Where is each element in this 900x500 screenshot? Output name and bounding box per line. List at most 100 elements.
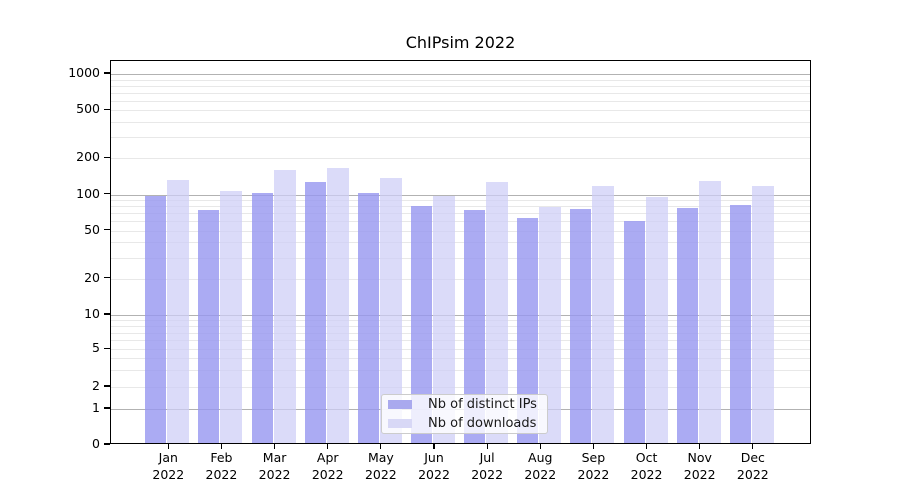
bar-distinct-ips xyxy=(676,208,698,443)
y-tick-mark xyxy=(104,156,110,158)
gridline-major xyxy=(111,74,810,76)
y-tick-label: 10 xyxy=(84,306,100,321)
x-tick-label: Jul 2022 xyxy=(452,449,522,483)
gridline-minor xyxy=(111,320,810,322)
bar-downloads xyxy=(645,196,668,443)
legend-item-downloads: Nb of downloads xyxy=(382,414,547,433)
bar-downloads xyxy=(486,181,509,443)
x-tick-label-year: 2022 xyxy=(524,467,557,482)
gridline-minor xyxy=(111,242,810,244)
bar-distinct-ips xyxy=(251,192,273,443)
legend-swatch-downloads-icon xyxy=(388,419,412,428)
x-tick-mark xyxy=(433,444,435,449)
gridline-minor xyxy=(111,79,810,81)
gridline-minor xyxy=(111,85,810,87)
x-tick-label-year: 2022 xyxy=(577,467,610,482)
x-tick-label-year: 2022 xyxy=(152,467,185,482)
gridline-minor xyxy=(111,137,810,138)
x-tick-mark xyxy=(486,444,488,449)
x-tick-label: Sep 2022 xyxy=(558,449,628,483)
gridline-minor xyxy=(111,358,810,360)
x-tick-label-month: Apr xyxy=(316,450,339,465)
x-tick-label-year: 2022 xyxy=(311,467,344,482)
bar-distinct-ips xyxy=(304,182,326,443)
gridline-minor xyxy=(111,257,810,259)
x-tick-label-month: Jan xyxy=(158,450,178,465)
y-tick-mark xyxy=(104,313,110,315)
gridline-minor xyxy=(111,230,810,232)
gridline-minor xyxy=(111,110,810,112)
bar-distinct-ips xyxy=(729,204,751,443)
y-tick-label: 1000 xyxy=(68,65,100,80)
y-tick-label: 0 xyxy=(92,436,100,451)
gridline-minor xyxy=(111,200,810,201)
x-tick-label-month: Jun xyxy=(424,450,444,465)
y-tick-mark xyxy=(104,385,110,387)
x-tick-label: Mar 2022 xyxy=(240,449,310,483)
bar-downloads xyxy=(698,180,721,443)
bar-distinct-ips xyxy=(357,192,379,443)
x-tick-label: May 2022 xyxy=(346,449,416,483)
x-tick-label-year: 2022 xyxy=(418,467,450,482)
x-tick-label: Apr 2022 xyxy=(293,449,363,483)
x-tick-label-month: Mar xyxy=(262,450,287,465)
y-tick-mark xyxy=(104,108,110,110)
x-tick-label-month: Feb xyxy=(210,450,233,465)
gridline-minor xyxy=(111,387,810,388)
y-tick-label: 100 xyxy=(76,185,100,201)
x-tick-mark xyxy=(539,444,541,449)
x-tick-label: Jun 2022 xyxy=(399,449,469,483)
gridline-major xyxy=(111,194,810,196)
y-tick-label: 20 xyxy=(84,269,100,285)
gridline-minor xyxy=(111,121,810,123)
bar-distinct-ips xyxy=(411,206,432,443)
bar-downloads xyxy=(592,185,615,443)
y-tick-label: 50 xyxy=(84,221,100,237)
y-tick-mark xyxy=(104,443,110,445)
x-tick-label-month: Sep xyxy=(581,450,606,465)
legend-label-downloads: Nb of downloads xyxy=(428,416,537,431)
y-tick-mark xyxy=(104,407,110,409)
x-tick-label-month: Nov xyxy=(687,450,712,465)
bar-downloads xyxy=(273,169,296,443)
legend-item-distinct-ips: Nb of distinct IPs xyxy=(382,395,547,414)
gridline-minor xyxy=(111,349,810,351)
bar-downloads xyxy=(539,206,562,443)
x-tick-mark xyxy=(167,444,169,449)
y-tick-label: 2 xyxy=(92,378,100,393)
gridline-minor xyxy=(111,100,810,102)
y-tick-label: 200 xyxy=(76,149,100,165)
bar-distinct-ips xyxy=(623,221,645,443)
gridline-minor xyxy=(111,326,810,328)
x-tick-label-year: 2022 xyxy=(258,467,291,482)
gridline-minor xyxy=(111,92,810,94)
y-tick-mark xyxy=(104,72,110,74)
plot-area: Nb of distinct IPs Nb of downloads xyxy=(110,60,811,444)
x-tick-label-month: Aug xyxy=(528,450,553,465)
legend-label-distinct-ips: Nb of distinct IPs xyxy=(428,397,537,412)
y-tick-mark xyxy=(104,229,110,231)
x-tick-mark xyxy=(327,444,329,449)
y-tick-label: 1 xyxy=(92,400,100,415)
x-tick-label: Oct 2022 xyxy=(612,449,682,483)
y-tick-mark xyxy=(104,277,110,279)
bar-downloads xyxy=(220,191,243,443)
bar-downloads xyxy=(379,178,402,443)
gridline-minor xyxy=(111,221,810,223)
gridline-minor xyxy=(111,213,810,215)
bar-distinct-ips xyxy=(517,218,539,443)
x-tick-mark xyxy=(273,444,276,449)
x-tick-label-month: Dec xyxy=(740,450,765,465)
bar-downloads xyxy=(751,185,774,443)
x-tick-mark xyxy=(752,444,754,449)
gridline-minor xyxy=(111,206,810,208)
bar-downloads xyxy=(326,167,349,443)
bar-distinct-ips xyxy=(570,208,592,443)
bar-downloads xyxy=(167,180,190,443)
x-tick-label: Nov 2022 xyxy=(665,449,735,483)
y-tick-mark xyxy=(104,347,110,349)
x-tick-mark xyxy=(592,444,594,449)
y-tick-label: 500 xyxy=(76,101,100,117)
gridline-minor xyxy=(111,370,810,372)
